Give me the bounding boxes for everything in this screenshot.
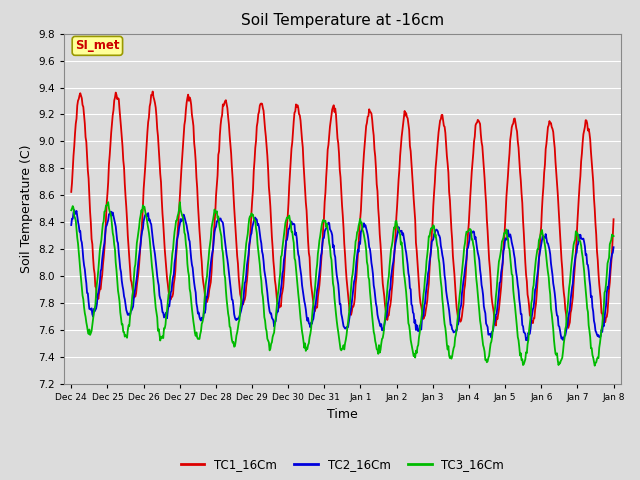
Legend: TC1_16Cm, TC2_16Cm, TC3_16Cm: TC1_16Cm, TC2_16Cm, TC3_16Cm	[176, 453, 509, 475]
Title: Soil Temperature at -16cm: Soil Temperature at -16cm	[241, 13, 444, 28]
Y-axis label: Soil Temperature (C): Soil Temperature (C)	[20, 144, 33, 273]
Text: SI_met: SI_met	[75, 39, 120, 52]
X-axis label: Time: Time	[327, 408, 358, 420]
